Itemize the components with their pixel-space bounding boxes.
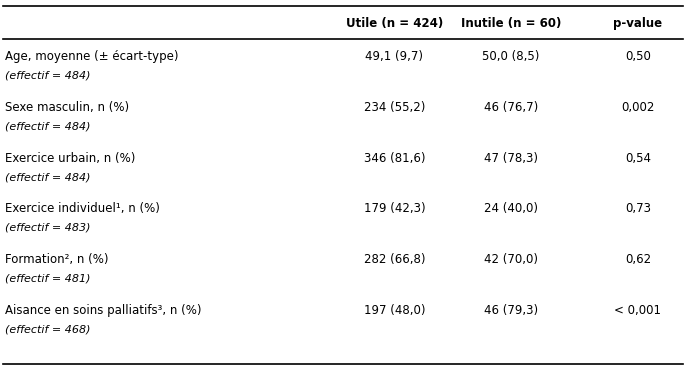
Text: (effectif = 484): (effectif = 484): [5, 172, 91, 182]
Text: 346 (81,6): 346 (81,6): [364, 152, 425, 165]
Text: 282 (66,8): 282 (66,8): [364, 253, 425, 266]
Text: 0,73: 0,73: [625, 202, 651, 215]
Text: p-value: p-value: [613, 17, 663, 30]
Text: 179 (42,3): 179 (42,3): [364, 202, 425, 215]
Text: (effectif = 481): (effectif = 481): [5, 273, 91, 284]
Text: 49,1 (9,7): 49,1 (9,7): [366, 50, 423, 63]
Text: 42 (70,0): 42 (70,0): [484, 253, 538, 266]
Text: (effectif = 484): (effectif = 484): [5, 121, 91, 132]
Text: (effectif = 468): (effectif = 468): [5, 324, 91, 334]
Text: 46 (76,7): 46 (76,7): [484, 101, 539, 114]
Text: 47 (78,3): 47 (78,3): [484, 152, 538, 165]
Text: Age, moyenne (± écart-type): Age, moyenne (± écart-type): [5, 50, 179, 63]
Text: Utile (n = 424): Utile (n = 424): [346, 17, 443, 30]
Text: Aisance en soins palliatifs³, n (%): Aisance en soins palliatifs³, n (%): [5, 304, 202, 317]
Text: 24 (40,0): 24 (40,0): [484, 202, 538, 215]
Text: 197 (48,0): 197 (48,0): [364, 304, 425, 317]
Text: Exercice urbain, n (%): Exercice urbain, n (%): [5, 152, 136, 165]
Text: (effectif = 483): (effectif = 483): [5, 223, 91, 233]
Text: 234 (55,2): 234 (55,2): [364, 101, 425, 114]
Text: Formation², n (%): Formation², n (%): [5, 253, 109, 266]
Text: < 0,001: < 0,001: [615, 304, 661, 317]
Text: 0,54: 0,54: [625, 152, 651, 165]
Text: 50,0 (8,5): 50,0 (8,5): [482, 50, 540, 63]
Text: 0,50: 0,50: [625, 50, 651, 63]
Text: Exercice individuel¹, n (%): Exercice individuel¹, n (%): [5, 202, 161, 215]
Text: Inutile (n = 60): Inutile (n = 60): [461, 17, 561, 30]
Text: 46 (79,3): 46 (79,3): [484, 304, 538, 317]
Text: Sexe masculin, n (%): Sexe masculin, n (%): [5, 101, 130, 114]
Text: (effectif = 484): (effectif = 484): [5, 71, 91, 81]
Text: 0,62: 0,62: [625, 253, 651, 266]
Text: 0,002: 0,002: [622, 101, 654, 114]
